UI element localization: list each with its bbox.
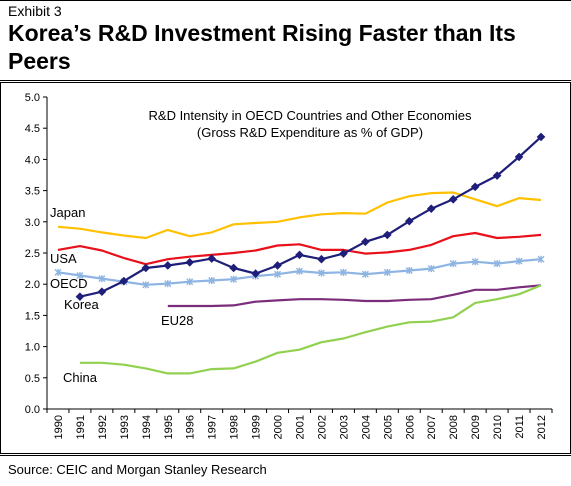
x-tick-label: 1993 xyxy=(119,415,131,439)
x-tick-label: 2011 xyxy=(514,415,526,439)
page-title: Korea’s R&D Investment Rising Faster tha… xyxy=(8,20,516,74)
x-tick-label: 1998 xyxy=(229,415,241,439)
data-point-oecd xyxy=(230,275,238,283)
plot-area: 0.0 0.5 1.0 1.5 2.0 2.5 3.0 3.5 4.0 4.5 5.0 1990 199… xyxy=(25,92,553,439)
x-tick-label: 2001 xyxy=(295,415,307,439)
data-point-korea xyxy=(273,261,282,270)
series-line-usa xyxy=(57,231,542,266)
series-label-china: China xyxy=(63,370,98,385)
x-tick-label: 2012 xyxy=(536,415,548,439)
x-tick-label: 2010 xyxy=(492,415,504,439)
x-tick-label: 1996 xyxy=(185,415,197,439)
data-point-korea xyxy=(448,195,458,204)
x-tick-label: 2003 xyxy=(338,415,350,439)
source-note: Source: CEIC and Morgan Stanley Research xyxy=(8,462,267,477)
chart-title: R&D Intensity in OECD Countries and Othe… xyxy=(149,108,472,123)
x-tick-label: 2007 xyxy=(426,415,438,439)
x-tick-label: 1990 xyxy=(53,415,65,439)
x-tick-label: 2004 xyxy=(360,415,372,439)
y-tick-label: 0.0 xyxy=(25,404,40,416)
y-tick-label: 3.5 xyxy=(25,186,40,198)
data-point-oecd xyxy=(537,255,545,263)
series-label-korea: Korea xyxy=(64,297,99,312)
y-tick-label: 5.0 xyxy=(25,92,40,104)
data-point-oecd xyxy=(515,257,523,265)
data-point-oecd xyxy=(186,278,194,286)
x-tick-label: 1995 xyxy=(163,415,175,439)
series-line-japan xyxy=(57,191,542,240)
y-tick-label: 1.5 xyxy=(25,310,40,322)
data-point-oecd xyxy=(427,265,435,273)
y-tick-label: 3.0 xyxy=(25,217,40,229)
y-tick-label: 4.5 xyxy=(25,123,40,135)
exhibit-label: Exhibit 3 xyxy=(8,3,62,19)
data-point-korea xyxy=(163,261,173,270)
data-point-korea xyxy=(536,132,546,142)
y-tick-label: 2.0 xyxy=(25,279,40,291)
x-tick-label: 1997 xyxy=(207,415,219,439)
data-point-korea xyxy=(404,216,414,226)
data-point-oecd xyxy=(274,270,282,278)
y-tick-label: 4.0 xyxy=(25,154,40,166)
data-point-korea xyxy=(229,263,238,273)
data-point-korea xyxy=(361,237,370,247)
data-point-korea xyxy=(141,263,151,273)
data-point-oecd xyxy=(339,268,347,276)
x-tick-label: 2002 xyxy=(316,415,328,439)
data-point-korea xyxy=(207,254,216,263)
data-point-oecd xyxy=(493,260,501,268)
series-label-usa: USA xyxy=(50,251,77,266)
x-tick-label: 2009 xyxy=(470,415,482,439)
series-label-japan: Japan xyxy=(50,205,85,220)
data-point-oecd xyxy=(142,281,150,289)
data-point-oecd xyxy=(405,266,413,274)
x-tick-label: 1999 xyxy=(251,415,263,439)
data-point-oecd xyxy=(208,276,216,284)
line-chart: R&D Intensity in OECD Countries and Othe… xyxy=(0,82,571,454)
data-point-oecd xyxy=(54,268,62,276)
x-tick-label: 2008 xyxy=(448,415,460,439)
series-line-eu28 xyxy=(167,284,542,308)
x-tick-label: 2005 xyxy=(382,415,394,439)
y-tick-label: 0.5 xyxy=(25,373,40,385)
data-point-korea xyxy=(75,292,85,301)
data-point-oecd xyxy=(296,267,303,275)
series-label-oecd: OECD xyxy=(50,276,88,291)
y-tick-label: 2.5 xyxy=(25,248,40,260)
data-point-korea xyxy=(470,182,480,192)
y-tick-label: 1.0 xyxy=(25,342,40,354)
data-point-oecd xyxy=(383,268,391,276)
series-line-korea xyxy=(79,136,542,298)
data-point-korea xyxy=(492,171,502,180)
top-rule xyxy=(0,0,571,1)
data-point-korea xyxy=(295,250,304,260)
data-point-oecd xyxy=(76,271,84,279)
data-point-korea xyxy=(317,254,326,264)
x-tick-label: 2000 xyxy=(273,415,285,439)
data-point-korea xyxy=(251,269,260,278)
data-point-korea xyxy=(97,287,107,296)
data-point-korea xyxy=(119,276,129,286)
data-point-oecd xyxy=(98,275,106,283)
series-line-china xyxy=(79,284,542,375)
data-point-oecd xyxy=(317,269,325,277)
x-tick-label: 2006 xyxy=(404,415,416,439)
data-point-korea xyxy=(339,249,348,258)
chart-subtitle: (Gross R&D Expenditure as % of GDP) xyxy=(197,125,423,140)
bottom-rule xyxy=(0,455,571,456)
x-tick-label: 1992 xyxy=(97,415,109,439)
data-point-korea xyxy=(514,152,524,162)
data-point-korea xyxy=(383,230,392,240)
data-point-korea xyxy=(426,204,436,214)
x-tick-label: 1991 xyxy=(75,415,87,439)
title-rule xyxy=(0,80,571,81)
x-tick-label: 1994 xyxy=(141,415,153,439)
data-point-oecd xyxy=(449,260,457,268)
data-point-korea xyxy=(185,258,195,267)
data-point-oecd xyxy=(164,280,172,288)
data-point-oecd xyxy=(361,270,369,278)
series-label-eu28: EU28 xyxy=(161,313,194,328)
data-point-oecd xyxy=(471,258,479,266)
